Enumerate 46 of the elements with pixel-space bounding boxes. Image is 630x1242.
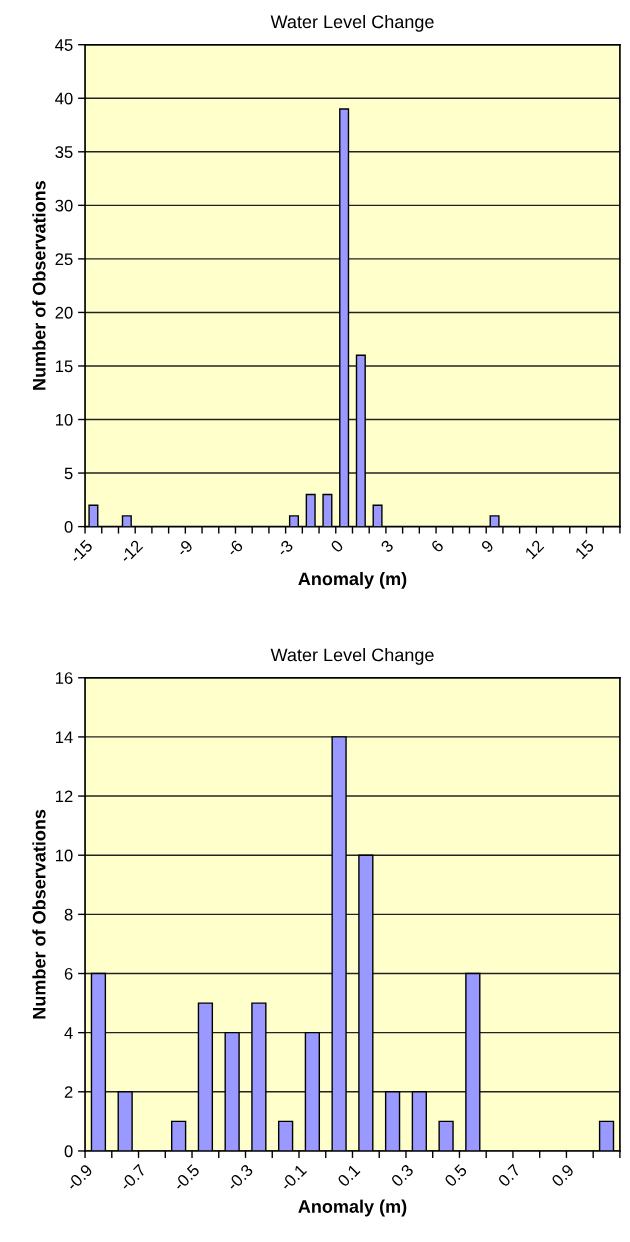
chart-title: Water Level Change xyxy=(270,648,434,665)
x-tick-label: 15 xyxy=(574,539,595,560)
x-axis-title: Anomaly (m) xyxy=(298,571,407,589)
x-tick-label: 0.9 xyxy=(550,1163,575,1188)
x-tick-label: 0.1 xyxy=(336,1163,361,1188)
x-axis-title: Anomaly (m) xyxy=(298,1199,407,1217)
x-tick-label: -0.5 xyxy=(172,1163,201,1192)
x-tick-label: -6 xyxy=(225,539,244,558)
y-tick-label: 25 xyxy=(55,253,73,266)
y-tick-label: 0 xyxy=(64,521,73,533)
y-tick-label: 10 xyxy=(55,413,73,426)
y-tick-label: 4 xyxy=(64,1027,73,1039)
y-axis-title: Number of Observations xyxy=(32,181,46,390)
x-tick-label: 0.7 xyxy=(497,1163,522,1188)
x-tick-label: -12 xyxy=(119,539,144,564)
y-tick-label: 12 xyxy=(55,790,73,803)
chart-title: Water Level Change xyxy=(270,14,434,32)
y-tick-label: 2 xyxy=(64,1086,73,1098)
y-tick-label: 5 xyxy=(64,467,73,480)
x-tick-label: -15 xyxy=(68,539,94,564)
y-tick-label: 0 xyxy=(64,1145,73,1158)
y-tick-label: 20 xyxy=(55,306,73,319)
y-tick-label: 35 xyxy=(55,146,73,158)
y-tick-label: 45 xyxy=(55,39,73,51)
y-tick-label: 16 xyxy=(55,672,73,684)
x-tick-label: -9 xyxy=(175,539,194,558)
x-tick-label: 6 xyxy=(430,539,445,554)
y-tick-label: 8 xyxy=(64,908,73,921)
y-tick-label: 40 xyxy=(55,92,73,105)
x-tick-label: 9 xyxy=(480,539,495,554)
x-tick-label: -0.7 xyxy=(119,1163,147,1192)
x-tick-label: 0.3 xyxy=(390,1163,415,1188)
y-axis-title: Number of Observations xyxy=(32,809,46,1019)
x-tick-label: 3 xyxy=(380,539,395,554)
x-tick-label: 0 xyxy=(329,539,344,554)
y-tick-label: 10 xyxy=(55,849,73,862)
x-tick-label: -3 xyxy=(275,539,294,558)
y-tick-label: 14 xyxy=(55,731,73,743)
y-tick-label: 30 xyxy=(55,199,73,212)
x-tick-label: 12 xyxy=(524,539,545,560)
y-tick-label: 6 xyxy=(64,967,73,980)
y-tick-label: 15 xyxy=(55,360,73,373)
x-tick-label: -0.3 xyxy=(226,1163,254,1192)
x-tick-label: -0.9 xyxy=(65,1163,94,1192)
x-tick-label: 0.5 xyxy=(443,1163,468,1188)
x-tick-label: -0.1 xyxy=(279,1163,308,1192)
